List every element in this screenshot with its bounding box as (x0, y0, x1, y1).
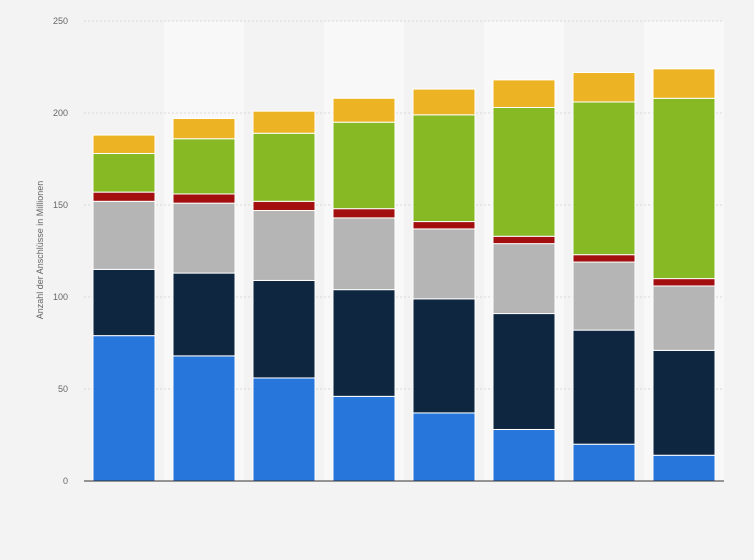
bar-segment-6[interactable] (92, 134, 156, 154)
bar-segment-6[interactable] (652, 68, 716, 99)
bar-segment-5[interactable] (572, 101, 636, 256)
bar-segment-5[interactable] (492, 106, 556, 237)
bar-segment-1[interactable] (412, 412, 476, 482)
bar-segment-1[interactable] (332, 395, 396, 482)
bar-segment-6[interactable] (252, 110, 316, 134)
bar-segment-4[interactable] (412, 221, 476, 230)
bar-segment-4[interactable] (252, 200, 316, 212)
bar-segment-3[interactable] (492, 243, 556, 315)
bars (92, 68, 716, 482)
bar-segment-3[interactable] (412, 228, 476, 300)
bar-segment-2[interactable] (652, 349, 716, 456)
bar-segment-3[interactable] (332, 217, 396, 291)
bar-segment-6[interactable] (172, 118, 236, 140)
bar-segment-2[interactable] (172, 272, 236, 357)
bar-segment-5[interactable] (92, 152, 156, 193)
bar-segment-2[interactable] (252, 279, 316, 379)
bar-segment-3[interactable] (252, 210, 316, 281)
bar-segment-3[interactable] (652, 285, 716, 351)
y-tick-label: 0 (63, 476, 68, 486)
bar-segment-5[interactable] (332, 121, 396, 210)
bar-segment-4[interactable] (92, 191, 156, 202)
y-tick-label: 150 (53, 200, 68, 210)
bar-segment-6[interactable] (492, 79, 556, 108)
bar-segment-1[interactable] (652, 454, 716, 482)
y-tick-label: 200 (53, 108, 68, 118)
y-tick-label: 50 (58, 384, 68, 394)
bar-segment-2[interactable] (412, 298, 476, 414)
bar-segment-4[interactable] (652, 278, 716, 287)
y-tick-label: 100 (53, 292, 68, 302)
y-axis-ticks: 0 50 100 150 200 250 (53, 16, 68, 486)
bar-segment-2[interactable] (492, 313, 556, 430)
bar-segment-3[interactable] (172, 202, 236, 274)
y-axis-label: Anzahl der Anschlüsse in Millionen (35, 181, 45, 320)
bar-segment-3[interactable] (572, 261, 636, 331)
y-tick-label: 250 (53, 16, 68, 26)
bar-segment-6[interactable] (572, 72, 636, 103)
bar-segment-4[interactable] (172, 193, 236, 204)
bar-segment-5[interactable] (252, 132, 316, 202)
bar-segment-6[interactable] (412, 88, 476, 116)
bar-segment-1[interactable] (92, 335, 156, 482)
bar-segment-1[interactable] (492, 428, 556, 482)
bar-segment-3[interactable] (92, 200, 156, 270)
bar-segment-2[interactable] (332, 289, 396, 397)
bar-segment-2[interactable] (92, 268, 156, 337)
bar-segment-5[interactable] (172, 138, 236, 195)
bar-segment-5[interactable] (652, 97, 716, 280)
bar-segment-2[interactable] (572, 329, 636, 445)
bar-segment-5[interactable] (412, 114, 476, 223)
bar-segment-1[interactable] (572, 443, 636, 482)
bar-segment-4[interactable] (572, 254, 636, 263)
bar-segment-1[interactable] (252, 377, 316, 482)
bar-segment-1[interactable] (172, 355, 236, 482)
bar-segment-6[interactable] (332, 97, 396, 123)
bar-segment-4[interactable] (332, 208, 396, 219)
bar-segment-4[interactable] (492, 235, 556, 245)
